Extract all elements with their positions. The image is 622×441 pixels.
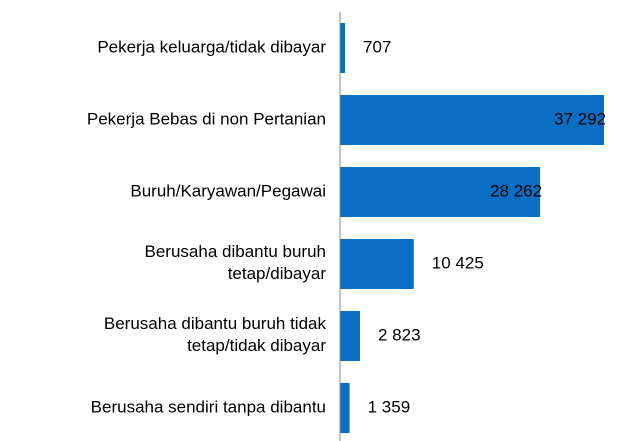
y-tick-label: Berusaha dibantu buruh tidak tetap/tidak … <box>104 314 327 355</box>
bar <box>340 311 360 361</box>
y-tick-label: Pekerja Bebas di non Pertanian <box>87 109 326 128</box>
value-label: 37 292 <box>554 109 606 128</box>
y-tick-label: Berusaha dibantu buruh tetap/dibayar <box>145 242 327 283</box>
bar <box>340 239 414 289</box>
value-label: 10 425 <box>432 253 484 272</box>
value-label: 2 823 <box>378 325 421 344</box>
value-label: 28 262 <box>490 181 542 200</box>
bar <box>340 167 541 217</box>
y-tick-label: Pekerja keluarga/tidak dibayar <box>97 37 326 56</box>
bar <box>340 23 346 73</box>
y-tick-label: Buruh/Karyawan/Pegawai <box>130 181 326 200</box>
bar <box>340 95 604 145</box>
value-label: 1 359 <box>368 397 411 416</box>
y-tick-label: Berusaha sendiri tanpa dibantu <box>91 397 326 416</box>
value-label: 707 <box>363 37 391 56</box>
bar <box>340 383 350 433</box>
